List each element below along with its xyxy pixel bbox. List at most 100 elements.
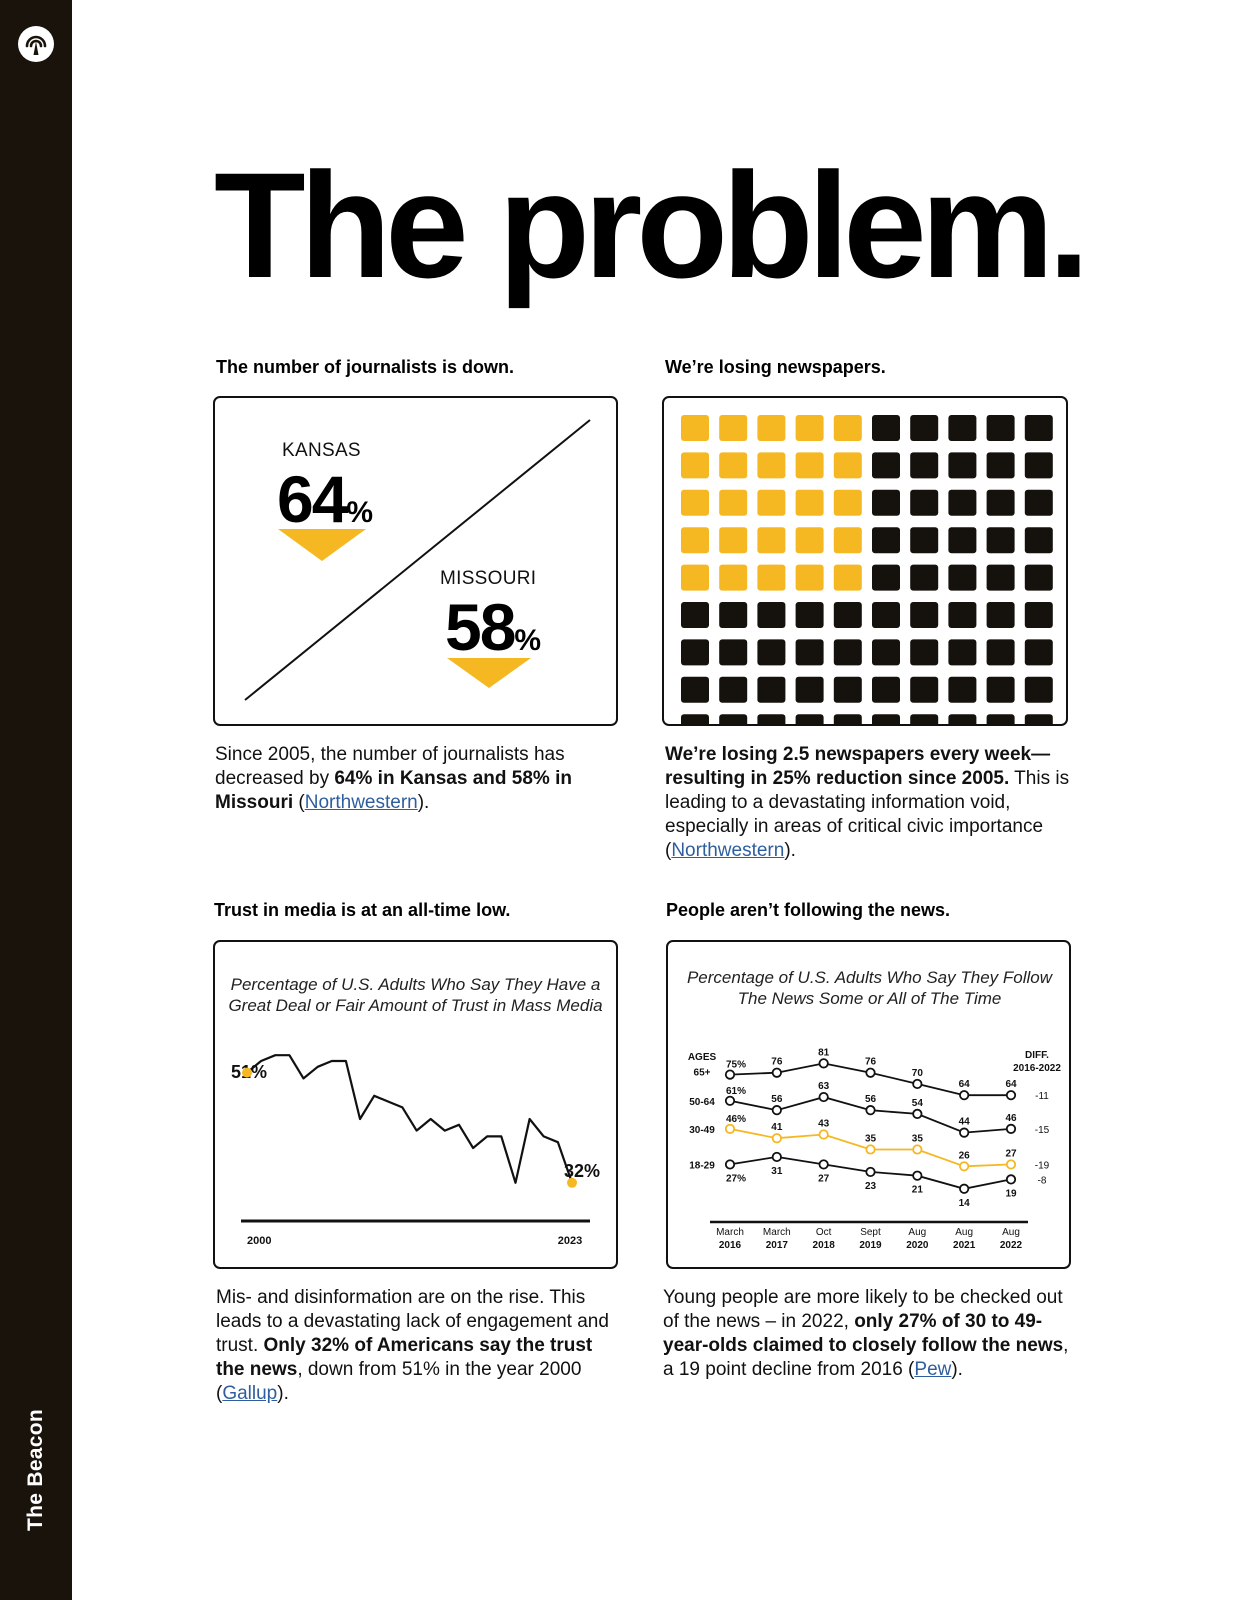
source-link-northwestern[interactable]: Northwestern: [671, 840, 785, 861]
newspaper-cell-lost: [833, 452, 862, 479]
source-link-pew[interactable]: Pew: [914, 1359, 952, 1380]
newspaper-cell-lost: [757, 564, 786, 591]
newspaper-cell-lost: [681, 564, 709, 591]
x-tick-label: March: [716, 1227, 744, 1238]
newspaper-cell: [719, 602, 748, 628]
data-point: [724, 1123, 736, 1134]
newspaper-cell: [1024, 639, 1053, 666]
data-point: [912, 1108, 923, 1119]
body-text: Since 2005, the number of journalists ha…: [215, 744, 565, 789]
data-point: [1005, 1090, 1017, 1101]
trust-line-chart: 2000 2023 51% 32%: [231, 1054, 600, 1247]
newspaper-cell: [910, 714, 939, 724]
newspaper-cell: [833, 676, 862, 703]
newspaper-cell: [910, 602, 939, 628]
trust-body: Mis- and disinformation are on the rise.…: [216, 1286, 614, 1406]
missouri-value: 58: [445, 590, 516, 664]
x-tick-label: 2000: [247, 1235, 271, 1247]
newspaper-cell: [719, 714, 748, 724]
source-link-gallup[interactable]: Gallup: [222, 1383, 278, 1404]
kansas-label: KANSAS: [282, 440, 361, 461]
data-label: 76: [771, 1057, 783, 1068]
newspaper-cell: [795, 676, 824, 703]
newspaper-cell-lost: [795, 564, 824, 591]
newspaper-cell-lost: [833, 527, 862, 554]
newspaper-cell: [757, 676, 786, 703]
newspaper-cell-lost: [719, 452, 748, 479]
newspaper-cell: [681, 714, 709, 724]
source-link-northwestern[interactable]: Northwestern: [304, 792, 418, 813]
data-label: 76: [865, 1057, 877, 1068]
x-tick-label: Sept: [860, 1227, 881, 1238]
end-value-label: 32%: [564, 1161, 600, 1181]
data-label: 35: [912, 1133, 924, 1144]
body-text: This is leading to a devastating informa…: [665, 768, 1070, 861]
series-diff-label: -8: [1038, 1175, 1047, 1186]
body-text: , down from 51% in the year 2000 (: [216, 1359, 582, 1404]
data-point: [959, 1183, 970, 1194]
newspaper-cell: [910, 489, 939, 516]
newspaper-cell-lost: [795, 415, 824, 441]
x-tick-label: 2016: [719, 1240, 742, 1251]
following-chart-title: Percentage of U.S. Adults Who Say They F…: [686, 968, 1053, 1008]
newspaper-cell-lost: [719, 415, 748, 441]
body-text: ).: [784, 840, 796, 861]
newspaper-cell-lost: [719, 564, 748, 591]
newspaper-cell: [719, 639, 748, 666]
newspaper-cell-lost: [757, 527, 786, 554]
journalists-body: Since 2005, the number of journalists ha…: [215, 743, 615, 815]
newspaper-cell: [910, 415, 939, 441]
newspaper-cell: [910, 452, 939, 479]
newspaper-cell: [948, 639, 977, 666]
newspaper-cell: [681, 602, 709, 628]
newspaper-cell-lost: [681, 527, 709, 554]
x-tick-label: 2017: [766, 1240, 789, 1251]
data-point: [818, 1129, 829, 1140]
data-point: [1005, 1174, 1017, 1185]
body-emphasis: only 27% of 30 to 49-year-olds claimed t…: [663, 1311, 1064, 1356]
newspaper-cell: [986, 415, 1015, 441]
body-emphasis: 64% in Kansas and 58% in Missouri: [215, 768, 572, 813]
newspaper-cell-lost: [795, 527, 824, 554]
newspaper-cell: [910, 676, 939, 703]
kansas-down-arrow-icon: [278, 529, 366, 561]
data-label: 75%: [726, 1060, 746, 1071]
x-tick-label: 2023: [558, 1235, 582, 1247]
data-label: 41: [771, 1122, 783, 1133]
x-tick-label: 2019: [859, 1240, 882, 1251]
newspaper-cell: [986, 564, 1015, 591]
newspaper-cell-lost: [833, 564, 862, 591]
data-label: 26: [959, 1150, 971, 1161]
data-label: 43: [818, 1118, 830, 1129]
newspaper-cell: [872, 415, 900, 441]
x-tick-label: Oct: [816, 1227, 832, 1238]
data-label: 44: [959, 1117, 971, 1128]
newspaper-cell: [986, 489, 1015, 516]
missouri-label: MISSOURI: [440, 568, 537, 589]
data-label: 19: [1005, 1188, 1017, 1199]
newspaper-cell: [1024, 676, 1053, 703]
newspaper-cell: [872, 564, 900, 591]
newspaper-cell: [948, 714, 977, 724]
newspaper-cell: [872, 639, 900, 666]
data-label: 56: [771, 1094, 783, 1105]
body-text: (: [293, 792, 305, 813]
newspaper-waffle-grid: [681, 415, 1053, 724]
newspaper-cell: [910, 527, 939, 554]
newspaper-cell: [872, 489, 900, 516]
series-diff-label: -15: [1035, 1125, 1050, 1136]
newspapers-panel: [662, 396, 1068, 726]
series-name-label: 65+: [694, 1068, 711, 1079]
newspaper-cell: [681, 676, 709, 703]
brand-sidebar: The Beacon: [0, 0, 72, 1600]
body-emphasis: We’re losing 2.5 newspapers every week—r…: [665, 744, 1051, 789]
data-point: [771, 1151, 782, 1163]
legend-header: AGES: [688, 1052, 717, 1063]
data-point: [959, 1090, 970, 1101]
diff-header: 2016-2022: [1013, 1063, 1061, 1074]
newspaper-cell-lost: [757, 489, 786, 516]
newspaper-cell-lost: [757, 452, 786, 479]
x-tick-label: March: [763, 1227, 791, 1238]
newspaper-cell-lost: [681, 489, 709, 516]
newspaper-cell: [795, 714, 824, 724]
